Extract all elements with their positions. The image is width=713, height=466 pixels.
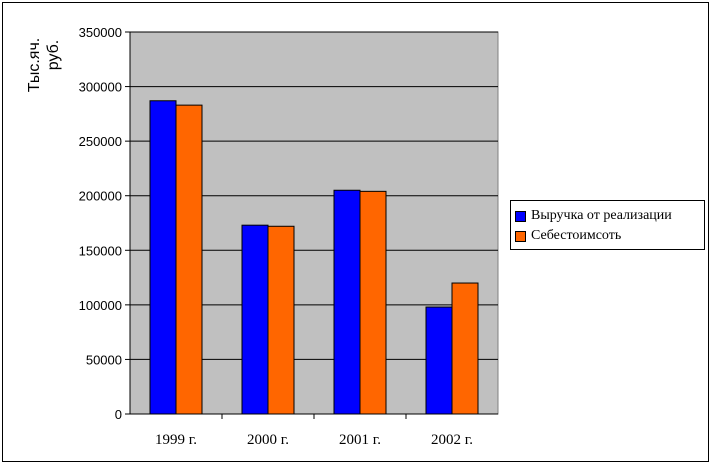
legend-swatch-revenue [515, 210, 526, 222]
x-category-label-1: 2000 г. [247, 432, 289, 448]
legend-item-cost: Себестоимсоть [515, 226, 704, 246]
y-tick-label-3: 150000 [79, 243, 122, 258]
x-category-label-2: 2001 г. [339, 432, 381, 448]
legend-label-cost: Себестоимсоть [531, 228, 622, 243]
y-tick-label-7: 350000 [79, 25, 122, 40]
y-tick-label-0: 0 [115, 407, 122, 422]
bar-revenue-3 [425, 306, 453, 415]
y-axis-title-line-2: руб. [45, 40, 62, 71]
bar-chart: 0 50000 100000 150000 200000 250000 300000 3500… [26, 25, 499, 448]
bar-cost-3 [451, 282, 479, 415]
y-tick-label-1: 50000 [86, 352, 122, 367]
bar-cost-0 [175, 104, 203, 415]
legend-swatch-cost [515, 230, 526, 242]
legend-label-revenue: Выручка от реализации [531, 208, 672, 223]
bar-revenue-2 [333, 189, 361, 415]
legend-item-revenue: Выручка от реализации [515, 206, 704, 226]
bar-revenue-0 [149, 100, 177, 415]
x-category-label-3: 2002 г. [431, 432, 473, 448]
bar-cost-2 [359, 190, 387, 415]
y-tick-label-2: 100000 [79, 298, 122, 313]
chart-frame: 0 50000 100000 150000 200000 250000 300000 3500… [2, 2, 709, 462]
y-tick-label-4: 200000 [79, 189, 122, 204]
y-tick-label-6: 300000 [79, 80, 122, 95]
x-category-label-0: 1999 г. [155, 432, 197, 448]
legend: Выручка от реализации Себестоимсоть [510, 200, 705, 250]
y-tick-label-5: 250000 [79, 134, 122, 149]
y-axis-title-line-1: Тыс.яч. [26, 38, 43, 92]
bar-revenue-1 [241, 224, 269, 415]
bar-cost-1 [267, 225, 295, 415]
